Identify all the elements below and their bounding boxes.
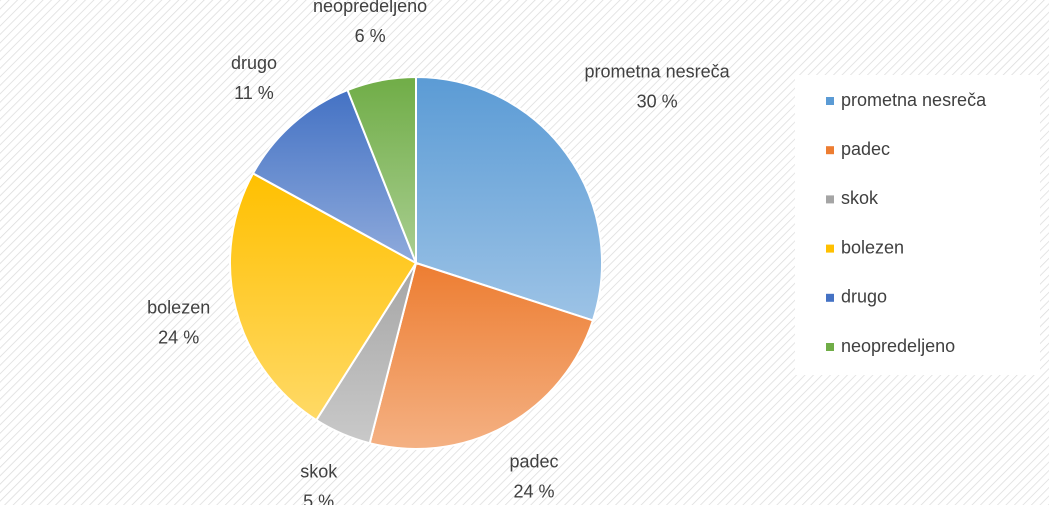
- data-label-name: neopredeljeno: [313, 0, 427, 16]
- legend-marker: [826, 343, 834, 351]
- legend-label: drugo: [841, 287, 887, 307]
- legend-label: skok: [841, 188, 879, 208]
- data-label-value: 11 %: [234, 83, 274, 103]
- data-label-value: 5 %: [303, 492, 334, 505]
- data-label-name: bolezen: [147, 298, 210, 318]
- pie-slice: [346, 75, 417, 264]
- legend-marker: [826, 244, 834, 253]
- pie-slice: [415, 75, 603, 322]
- legend-label: prometna nesreča: [841, 90, 987, 110]
- legend-marker: [826, 146, 834, 155]
- data-label-name: drugo: [231, 53, 277, 73]
- legend-label: neopredeljeno: [841, 336, 955, 356]
- legend-marker: [826, 97, 834, 105]
- data-label-name: padec: [510, 451, 559, 471]
- data-label-name: skok: [300, 462, 338, 482]
- legend-box: [795, 75, 1040, 375]
- data-label-name: prometna nesreča: [585, 62, 731, 82]
- pie-slice: [368, 261, 595, 450]
- pie-slice: [229, 172, 418, 422]
- data-label-value: 30 %: [637, 92, 678, 112]
- data-label-value: 24 %: [158, 328, 199, 348]
- legend-label: bolezen: [841, 237, 904, 257]
- pie-slice: [251, 88, 418, 266]
- legend-marker: [826, 293, 834, 302]
- legend-label: padec: [841, 139, 890, 159]
- legend-marker: [826, 195, 834, 204]
- data-label-value: 6 %: [355, 26, 386, 46]
- data-label-value: 24 %: [514, 481, 555, 501]
